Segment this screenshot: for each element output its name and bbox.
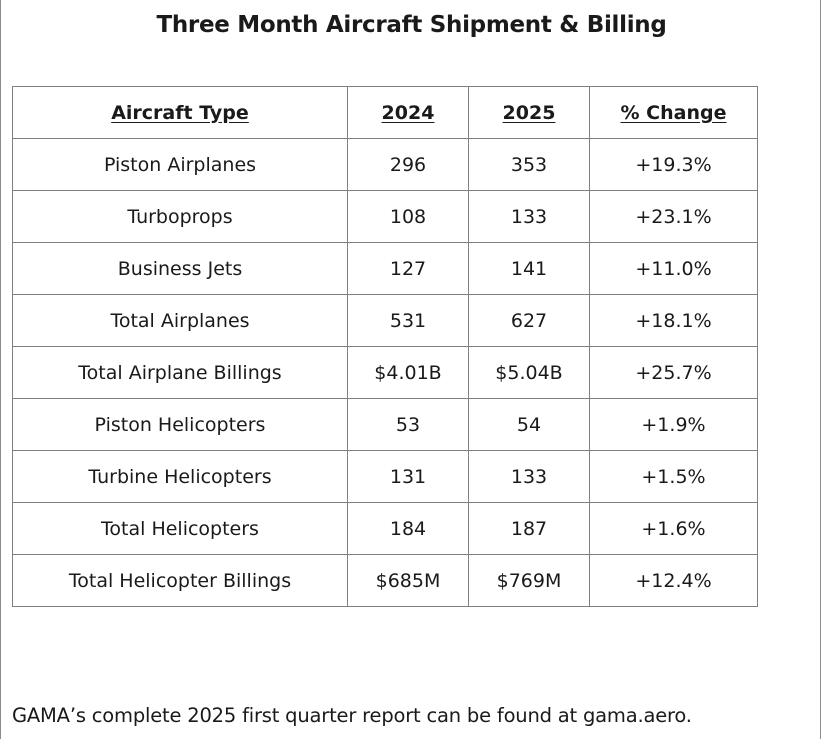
cell-2024: 53 (347, 398, 469, 451)
cell-2025: 133 (468, 190, 590, 243)
cell-2024: 296 (347, 138, 469, 191)
cell-aircraft-type: Turboprops (12, 190, 348, 243)
cell-2025: 54 (468, 398, 590, 451)
cell-aircraft-type: Total Airplane Billings (12, 346, 348, 399)
page-title: Three Month Aircraft Shipment & Billing (156, 12, 667, 38)
cell-aircraft-type: Total Airplanes (12, 294, 348, 347)
cell-2025: $5.04B (468, 346, 590, 399)
shipment-table: Aircraft Type 2024 2025 % Change Piston … (12, 86, 758, 607)
cell-percent-change: +12.4% (589, 554, 758, 607)
table-row: Total Airplanes 531 627 +18.1% (12, 294, 758, 347)
table-row: Turboprops 108 133 +23.1% (12, 190, 758, 243)
cell-aircraft-type: Piston Helicopters (12, 398, 348, 451)
cell-aircraft-type: Turbine Helicopters (12, 450, 348, 503)
cell-percent-change: +18.1% (589, 294, 758, 347)
cell-2024: $685M (347, 554, 469, 607)
cell-2025: 141 (468, 242, 590, 295)
cell-2024: 108 (347, 190, 469, 243)
cell-2025: 187 (468, 502, 590, 555)
cell-percent-change: +11.0% (589, 242, 758, 295)
cell-percent-change: +1.9% (589, 398, 758, 451)
table-row: Piston Airplanes 296 353 +19.3% (12, 138, 758, 191)
cell-percent-change: +1.5% (589, 450, 758, 503)
cell-percent-change: +23.1% (589, 190, 758, 243)
cell-aircraft-type: Piston Airplanes (12, 138, 348, 191)
table-row: Piston Helicopters 53 54 +1.9% (12, 398, 758, 451)
table-row: Turbine Helicopters 131 133 +1.5% (12, 450, 758, 503)
cell-percent-change: +19.3% (589, 138, 758, 191)
cell-2025: 133 (468, 450, 590, 503)
table-row: Business Jets 127 141 +11.0% (12, 242, 758, 295)
cell-2025: $769M (468, 554, 590, 607)
cell-2024: 131 (347, 450, 469, 503)
cell-aircraft-type: Total Helicopter Billings (12, 554, 348, 607)
table-header-row: Aircraft Type 2024 2025 % Change (12, 86, 758, 139)
table-row: Total Airplane Billings $4.01B $5.04B +2… (12, 346, 758, 399)
cell-2025: 627 (468, 294, 590, 347)
table-row: Total Helicopter Billings $685M $769M +1… (12, 554, 758, 607)
cell-2024: 531 (347, 294, 469, 347)
header-2025: 2025 (468, 86, 590, 139)
header-aircraft-type: Aircraft Type (12, 86, 348, 139)
cell-2024: 184 (347, 502, 469, 555)
cell-percent-change: +1.6% (589, 502, 758, 555)
header-2024: 2024 (347, 86, 469, 139)
cell-aircraft-type: Total Helicopters (12, 502, 348, 555)
cell-2024: $4.01B (347, 346, 469, 399)
cell-2024: 127 (347, 242, 469, 295)
header-percent-change: % Change (589, 86, 758, 139)
table-row: Total Helicopters 184 187 +1.6% (12, 502, 758, 555)
footer-note: GAMA’s complete 2025 first quarter repor… (12, 704, 692, 727)
cell-percent-change: +25.7% (589, 346, 758, 399)
cell-2025: 353 (468, 138, 590, 191)
cell-aircraft-type: Business Jets (12, 242, 348, 295)
